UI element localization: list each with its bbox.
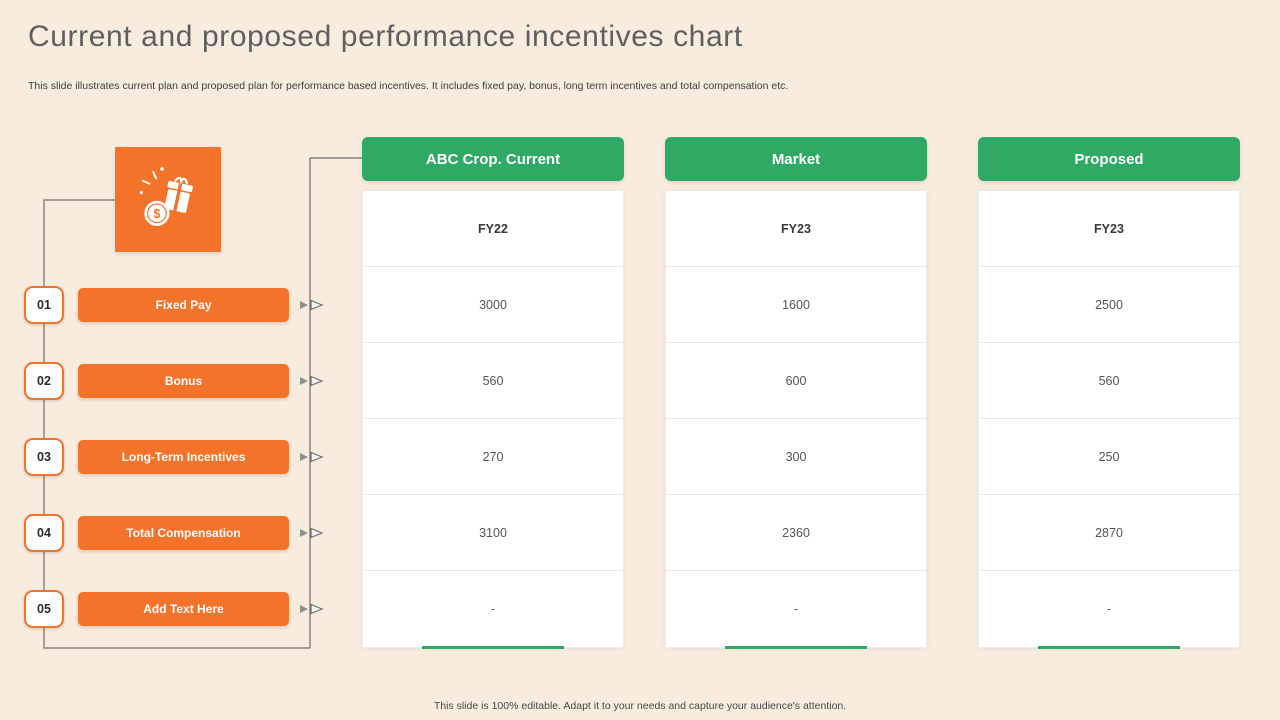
table-cell-fixed-pay: 2500 (979, 267, 1239, 343)
table-cell-bonus: 560 (979, 343, 1239, 419)
table-cell-add-text: - (490, 602, 496, 616)
item-button-long-term-incentives[interactable]: Long-Term Incentives (78, 440, 289, 474)
table-cell-add-text: - (793, 602, 799, 616)
period-cell: FY22 (363, 191, 623, 267)
item-button-fixed-pay[interactable]: Fixed Pay (78, 288, 289, 322)
column-proposed: Proposed FY23 2500 560 250 2870 - (978, 137, 1240, 649)
item-number-badge: 04 (24, 514, 64, 552)
table-cell-long-term-incentives: 270 (363, 419, 623, 495)
column-header: Market (665, 137, 927, 181)
table-cell-long-term-incentives: 300 (666, 419, 926, 495)
table-cell-total-compensation: 3100 (363, 495, 623, 571)
card-accent-line (422, 646, 564, 649)
list-item-total-compensation: 04 Total Compensation (24, 514, 326, 552)
column-abc-crop-current: ABC Crop. Current FY22 3000 560 270 3100… (362, 137, 624, 649)
list-item-fixed-pay: 01 Fixed Pay (24, 286, 326, 324)
incentives-icon-box: $ (115, 147, 221, 252)
table-cell-add-text: - (1106, 602, 1112, 616)
slide-subtitle: This slide illustrates current plan and … (28, 80, 789, 92)
double-arrow-icon (298, 374, 326, 388)
list-item-add-text-here: 05 Add Text Here (24, 590, 326, 628)
double-arrow-icon (298, 450, 326, 464)
period-cell: FY23 (979, 191, 1239, 267)
list-item-long-term-incentives: 03 Long-Term Incentives (24, 438, 326, 476)
period-cell: FY23 (666, 191, 926, 267)
column-header: ABC Crop. Current (362, 137, 624, 181)
svg-text:$: $ (153, 207, 160, 221)
double-arrow-icon (298, 602, 326, 616)
double-arrow-icon (298, 526, 326, 540)
item-button-bonus[interactable]: Bonus (78, 364, 289, 398)
column-market: Market FY23 1600 600 300 2360 - (665, 137, 927, 649)
table-cell-total-compensation: 2870 (979, 495, 1239, 571)
column-card: FY23 1600 600 300 2360 - (665, 190, 927, 649)
card-accent-line (725, 646, 867, 649)
card-accent-line (1038, 646, 1180, 649)
footer-note: This slide is 100% editable. Adapt it to… (433, 700, 847, 712)
gift-money-icon: $ (139, 166, 193, 226)
column-card: FY22 3000 560 270 3100 - (362, 190, 624, 649)
list-item-bonus: 02 Bonus (24, 362, 326, 400)
table-cell-bonus: 560 (363, 343, 623, 419)
table-cell-bonus: 600 (666, 343, 926, 419)
double-arrow-icon (298, 298, 326, 312)
item-button-add-text-here[interactable]: Add Text Here (78, 592, 289, 626)
table-cell-long-term-incentives: 250 (979, 419, 1239, 495)
page-title: Current and proposed performance incenti… (28, 20, 743, 53)
table-cell-total-compensation: 2360 (666, 495, 926, 571)
item-number-badge: 02 (24, 362, 64, 400)
item-number-badge: 05 (24, 590, 64, 628)
table-cell-fixed-pay: 3000 (363, 267, 623, 343)
item-number-badge: 01 (24, 286, 64, 324)
item-number-badge: 03 (24, 438, 64, 476)
column-card: FY23 2500 560 250 2870 - (978, 190, 1240, 649)
item-button-total-compensation[interactable]: Total Compensation (78, 516, 289, 550)
column-header: Proposed (978, 137, 1240, 181)
table-cell-fixed-pay: 1600 (666, 267, 926, 343)
